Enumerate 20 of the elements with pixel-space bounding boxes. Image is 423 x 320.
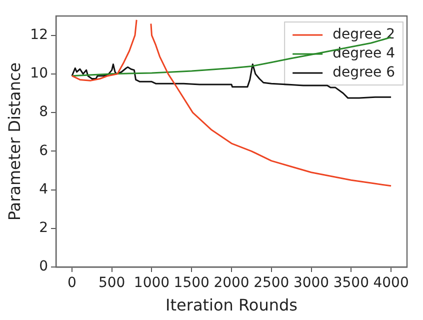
x-axis-title: Iteration Rounds: [166, 296, 298, 315]
x-tick-label: 3500: [333, 275, 369, 292]
y-tick-label: 10: [30, 66, 48, 82]
x-tick-label: 4000: [373, 275, 409, 292]
y-tick-label: 0: [39, 258, 48, 275]
y-tick-label: 2: [39, 220, 48, 236]
y-tick-label: 8: [39, 104, 48, 120]
x-tick-label: 1000: [134, 275, 170, 292]
x-tick-label: 2000: [214, 275, 250, 292]
legend-label: degree 6: [332, 64, 396, 81]
y-tick-label: 6: [39, 142, 48, 159]
y-tick-label: 12: [30, 26, 48, 43]
x-tick-label: 500: [98, 275, 126, 292]
x-tick-label: 3000: [293, 275, 330, 292]
x-tick-label: 2500: [254, 275, 290, 292]
legend-label: degree 4: [332, 46, 396, 62]
x-tick-label: 1500: [174, 275, 210, 292]
y-tick-label: 4: [39, 181, 48, 198]
x-tick-label: 0: [68, 275, 76, 292]
y-axis-title: Parameter Distance: [4, 62, 24, 221]
